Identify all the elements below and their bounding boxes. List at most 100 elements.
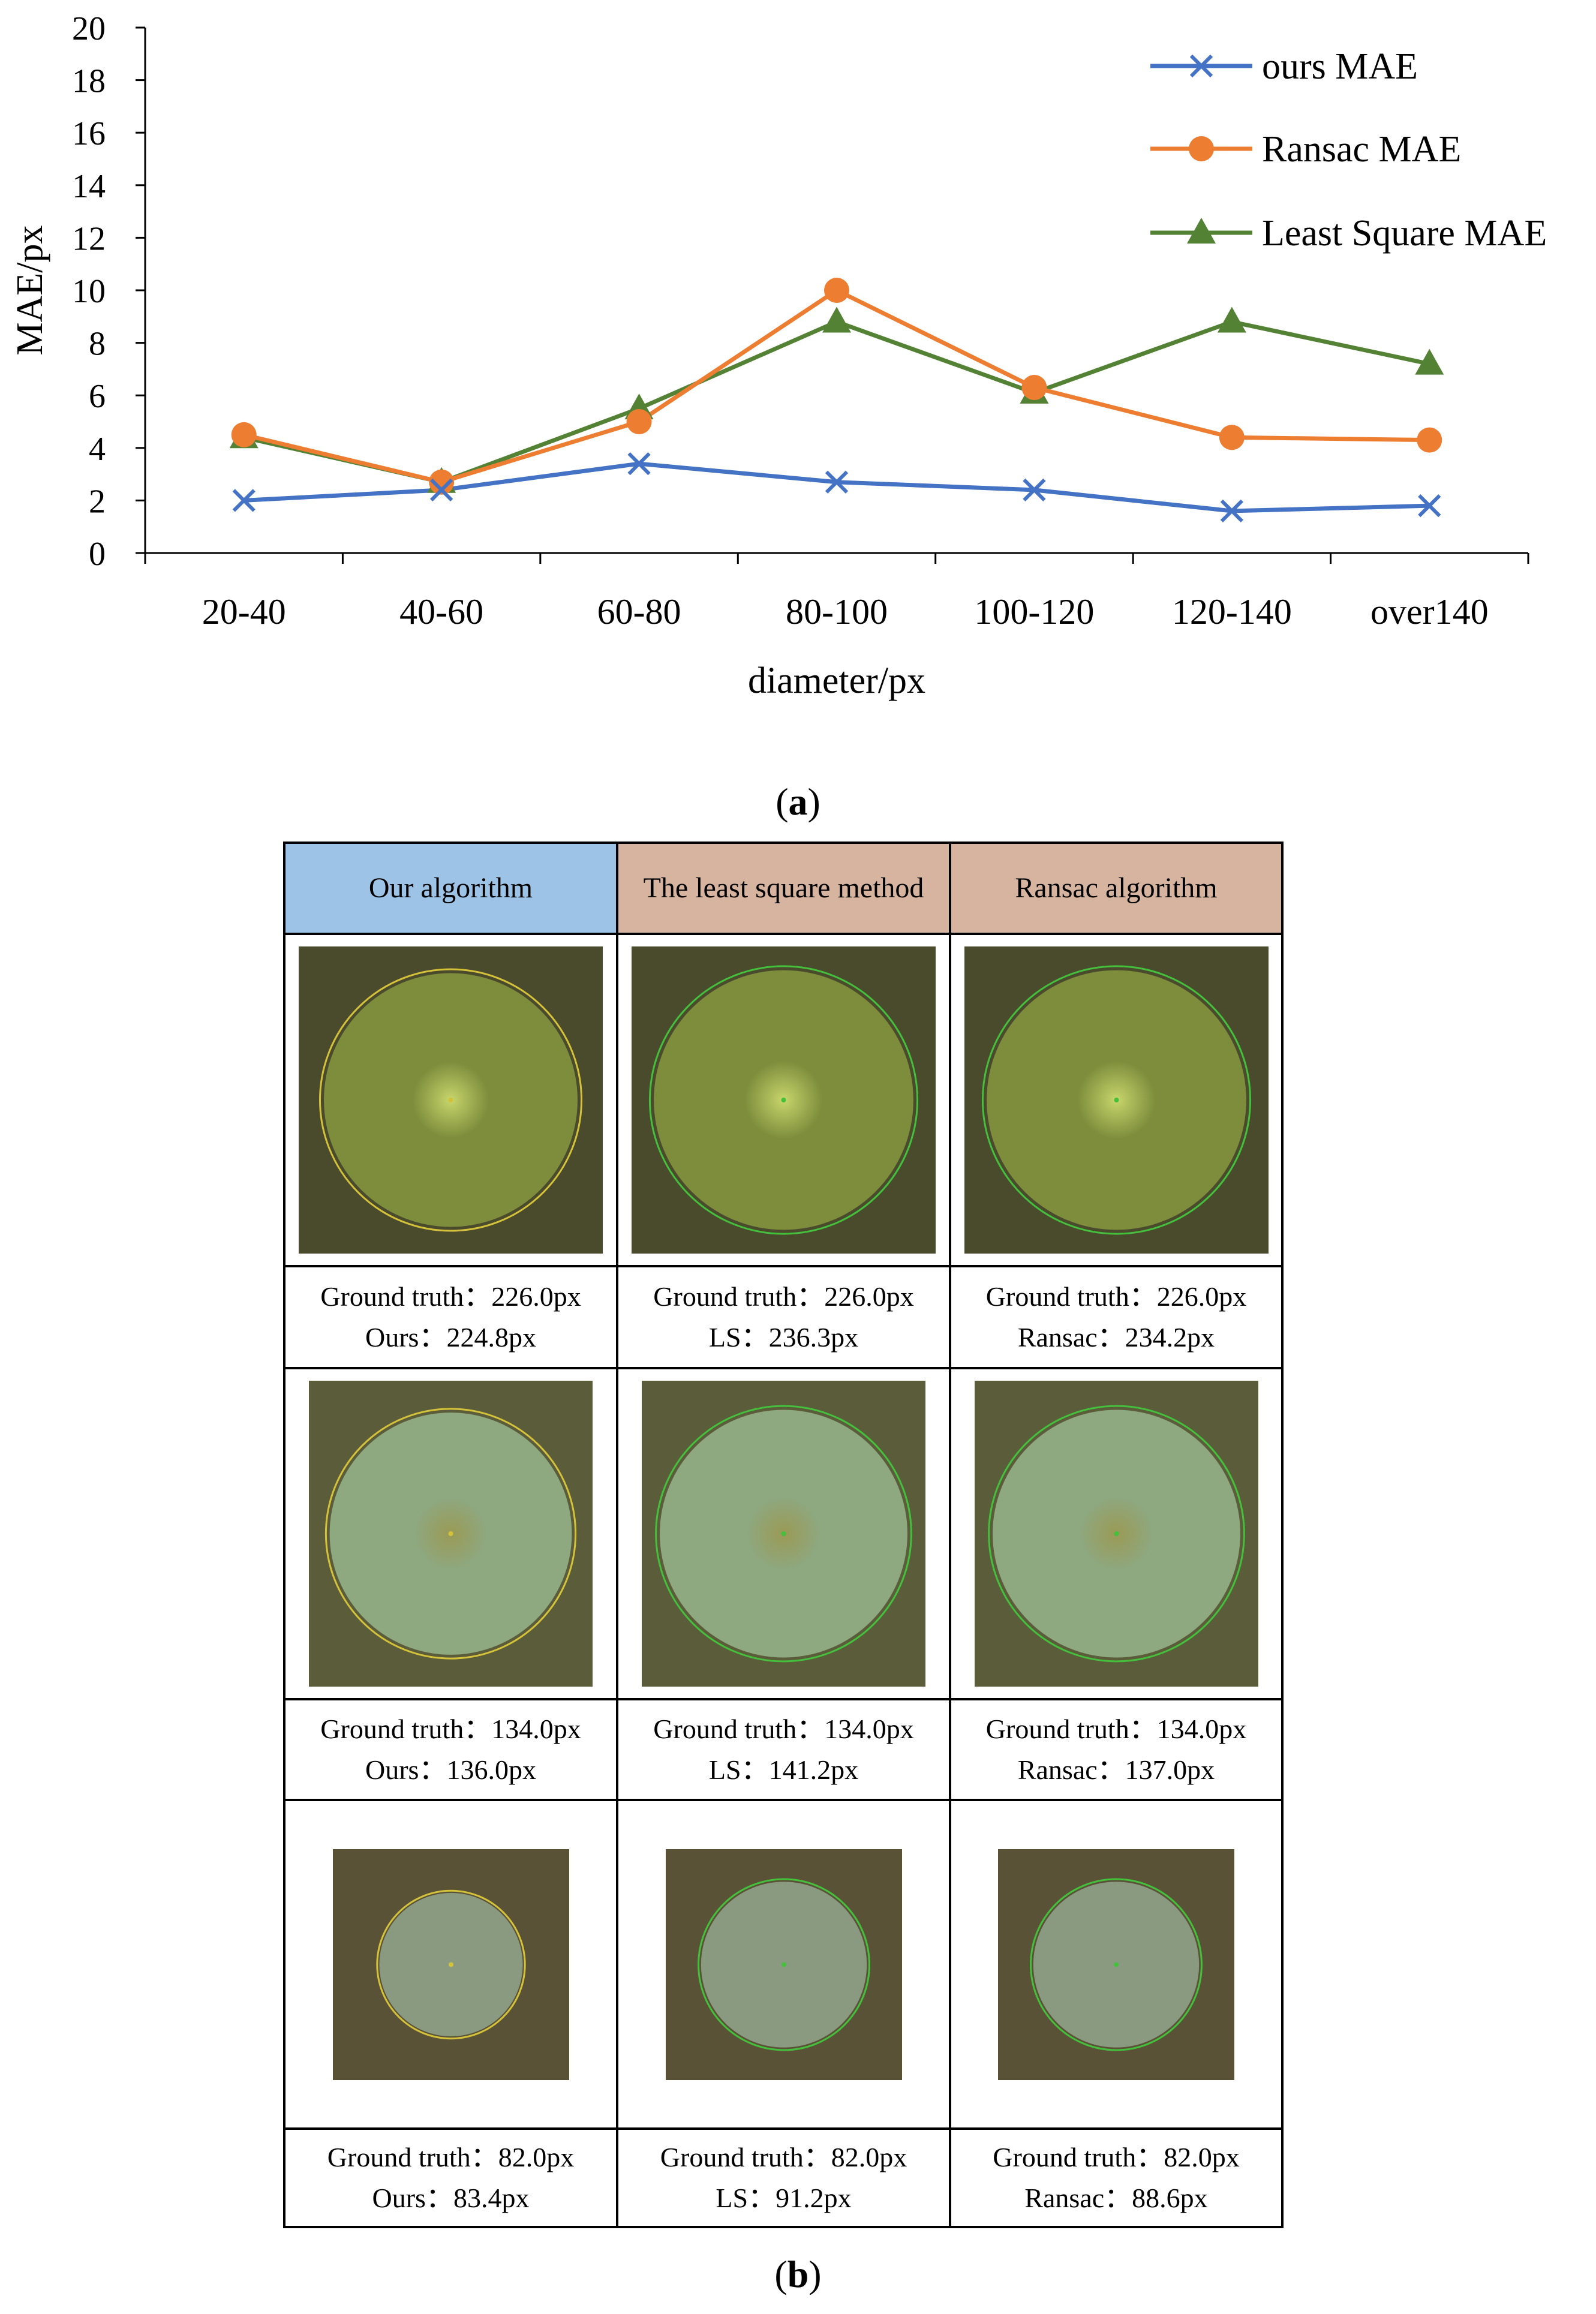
data-point (1220, 499, 1243, 523)
ground-truth-text: Ground truth：82.0px (327, 2142, 575, 2172)
y-axis-title: MAE/px (10, 226, 50, 356)
image-cell (616, 1367, 951, 1700)
caption-cell: Ground truth：226.0px LS：236.3px (616, 1265, 951, 1369)
circle-center (781, 1098, 786, 1102)
image-cell (949, 1367, 1284, 1700)
estimate-text: Ransac：88.6px (1024, 2183, 1208, 2213)
image-cell (949, 933, 1284, 1267)
fitted-circle (375, 1889, 526, 2039)
circle-detection-photo (299, 946, 603, 1254)
circle-center (1114, 1962, 1119, 1967)
ground-truth-text: Ground truth：82.0px (660, 2142, 907, 2172)
caption-cell: Ground truth：226.0px Ransac：234.2px (949, 1265, 1284, 1369)
circle-detection-photo (974, 1381, 1258, 1687)
comparison-table: Our algorithm The least square method Ra… (283, 842, 1284, 2228)
legend-label: Ransac MAE (1262, 129, 1461, 170)
data-point (232, 489, 256, 512)
estimate-text: Ransac：137.0px (1017, 1754, 1215, 1785)
legend-marker (1189, 136, 1214, 161)
fitted-circle (324, 1408, 577, 1660)
data-point (627, 452, 651, 476)
y-tick-label: 0 (89, 536, 106, 573)
caption-cell: Ground truth：134.0px Ours：136.0px (283, 1698, 618, 1801)
caption-a: (a) (776, 780, 820, 823)
caption-cell: Ground truth：134.0px LS：141.2px (616, 1698, 951, 1801)
legend-marker (1187, 218, 1216, 244)
x-tick-label: 20-40 (202, 592, 286, 632)
line-chart: 0 2 4 6 8 10 12 14 16 18 20 20-40 40-60 60-80 80-100 1… (10, 10, 1547, 701)
image-cell (283, 1367, 618, 1700)
circle-center (781, 1531, 786, 1536)
y-tick-label: 20 (72, 10, 106, 47)
data-point (1023, 478, 1046, 502)
estimate-text: Ransac：234.2px (1017, 1322, 1215, 1353)
series-line-0 (244, 461, 1430, 513)
circle-center (1114, 1531, 1119, 1536)
circle-detection-photo (309, 1381, 593, 1687)
x-tick-label: 80-100 (786, 592, 888, 632)
estimate-text: Ours：136.0px (365, 1754, 536, 1785)
data-point (1021, 375, 1047, 401)
caption-cell: Ground truth：226.0px Ours：224.8px (283, 1265, 618, 1369)
y-tick-label: 18 (72, 63, 106, 100)
ground-truth-text: Ground truth：134.0px (985, 1714, 1247, 1744)
circle-center (448, 1531, 453, 1536)
circle-detection-photo (964, 946, 1269, 1254)
ground-truth-text: Ground truth：134.0px (320, 1714, 581, 1744)
ground-truth-text: Ground truth：226.0px (985, 1281, 1247, 1312)
header-least-square: The least square method (616, 842, 951, 935)
fitted-circle (655, 1405, 912, 1663)
header-ransac: Ransac algorithm (949, 842, 1284, 935)
y-tick-label: 10 (72, 273, 106, 310)
fitted-circle (1030, 1878, 1203, 2051)
fitted-circle (318, 968, 583, 1232)
caption-a-label: a (788, 780, 808, 823)
legend-marker (1189, 54, 1213, 78)
image-cell (616, 933, 951, 1267)
data-point (822, 306, 851, 333)
data-point (231, 422, 257, 447)
data-point (1418, 494, 1441, 518)
ground-truth-text: Ground truth：134.0px (653, 1714, 914, 1744)
caption-b-label: b (787, 2253, 809, 2295)
fitted-circle (648, 965, 919, 1235)
y-tick-label: 12 (72, 220, 106, 257)
image-cell (616, 1799, 951, 2130)
ground-truth-text: Ground truth：226.0px (653, 1281, 914, 1312)
data-point (825, 470, 849, 494)
circle-center (448, 1098, 453, 1102)
legend: ours MAE Ransac MAE Least Square MAE (1150, 46, 1547, 254)
circle-center (1114, 1098, 1119, 1102)
data-point (429, 469, 455, 495)
circle-detection-photo (642, 1381, 925, 1687)
data-point (1415, 348, 1444, 375)
caption-cell: Ground truth：82.0px LS：91.2px (616, 2127, 951, 2228)
circle-center (448, 1962, 453, 1967)
header-our-algorithm: Our algorithm (283, 842, 618, 935)
image-cell (283, 1799, 618, 2130)
x-tick-label: 120-140 (1172, 592, 1292, 632)
series-line-2 (243, 320, 1430, 485)
x-axis-ticks: 20-40 40-60 60-80 80-100 100-120 120-140 over1… (144, 553, 1529, 632)
x-axis-title: diameter/px (748, 660, 925, 701)
y-tick-label: 2 (89, 483, 106, 520)
y-axis-ticks: 0 2 4 6 8 10 12 14 16 18 20 (72, 10, 145, 573)
x-tick-label: over140 (1370, 592, 1489, 632)
circle-detection-photo (665, 1849, 902, 2080)
circle-center (781, 1962, 786, 1967)
circle-detection-photo (998, 1849, 1234, 2080)
caption-cell: Ground truth：82.0px Ransac：88.6px (949, 2127, 1284, 2228)
caption-cell: Ground truth：82.0px Ours：83.4px (283, 2127, 618, 2228)
y-tick-label: 16 (72, 115, 106, 152)
data-point (1219, 425, 1245, 450)
x-tick-label: 40-60 (399, 592, 483, 632)
fitted-circle (987, 1405, 1245, 1663)
y-tick-label: 4 (89, 431, 106, 468)
y-tick-label: 8 (89, 326, 106, 363)
fitted-circle (981, 965, 1251, 1235)
estimate-text: Ours：224.8px (365, 1322, 536, 1353)
y-tick-label: 6 (89, 378, 106, 415)
estimate-text: LS：236.3px (708, 1322, 859, 1353)
data-point (824, 278, 849, 303)
image-cell (283, 933, 618, 1267)
